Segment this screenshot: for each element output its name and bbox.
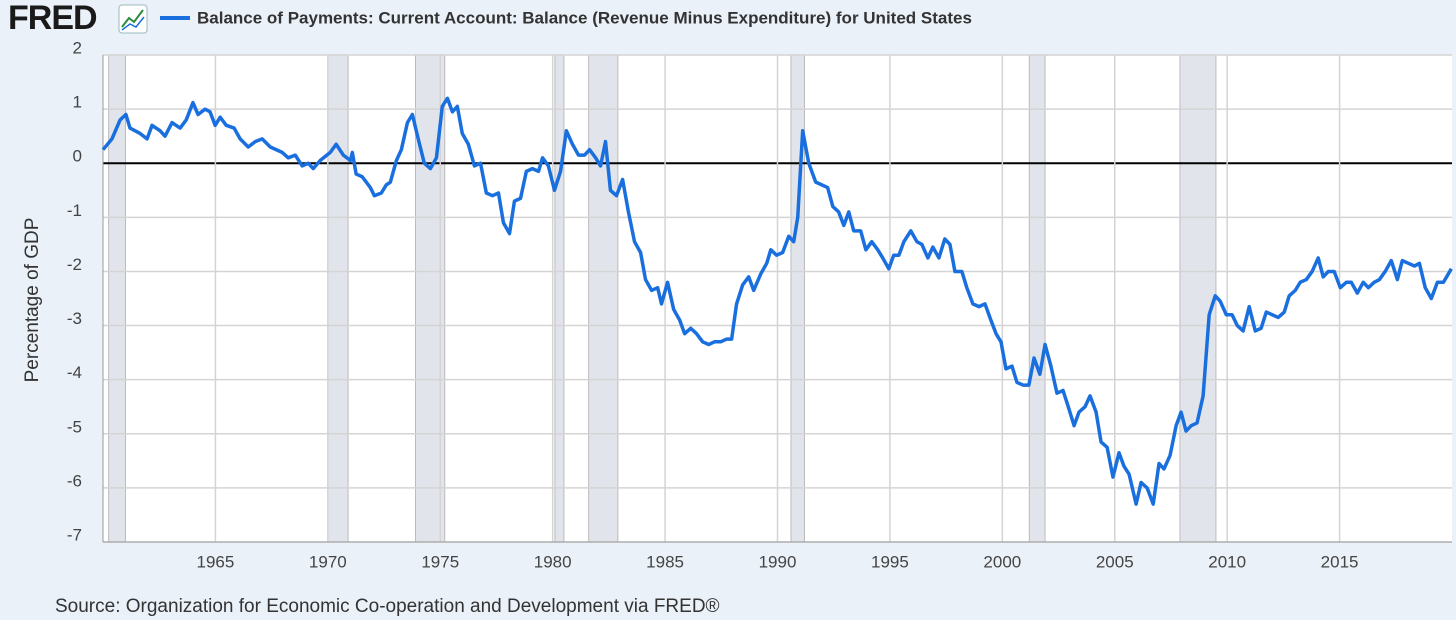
- recession-band: [588, 54, 619, 543]
- y-tick-label: -7: [67, 525, 82, 544]
- x-tick-label: 1975: [421, 552, 459, 571]
- recession-band: [554, 54, 565, 543]
- x-tick-label: 2010: [1208, 552, 1246, 571]
- y-axis-label: Percentage of GDP: [22, 218, 43, 383]
- logo-icon: [118, 4, 148, 34]
- recession-band: [790, 54, 805, 543]
- x-tick-label: 2000: [983, 552, 1021, 571]
- x-tick-label: 2015: [1321, 552, 1359, 571]
- source: Source: Organization for Economic Co-ope…: [55, 596, 720, 617]
- x-tick-label: 1990: [759, 552, 797, 571]
- y-tick-label: -6: [67, 471, 82, 490]
- legend-label: Balance of Payments: Current Account: Ba…: [197, 8, 972, 27]
- y-tick-label: -3: [67, 309, 82, 328]
- y-tick-label: -4: [67, 363, 82, 382]
- y-tick-label: -5: [67, 417, 82, 436]
- y-tick-label: 2: [73, 38, 82, 57]
- y-tick-label: 1: [73, 93, 82, 112]
- series-line: [101, 96, 1453, 506]
- y-tick-label: -1: [67, 201, 82, 220]
- logo: FRED: [8, 0, 97, 37]
- recession-band: [1028, 54, 1046, 543]
- x-tick-label: 1965: [197, 552, 235, 571]
- x-tick-label: 2005: [1096, 552, 1134, 571]
- y-tick-label: -2: [67, 255, 82, 274]
- recession-band: [1179, 54, 1217, 543]
- x-tick-label: 1995: [871, 552, 909, 571]
- recession-band: [327, 54, 349, 543]
- y-tick-label: 0: [73, 147, 82, 166]
- x-tick-label: 1985: [646, 552, 684, 571]
- x-tick-label: 1970: [309, 552, 347, 571]
- x-tick-label: 1980: [534, 552, 572, 571]
